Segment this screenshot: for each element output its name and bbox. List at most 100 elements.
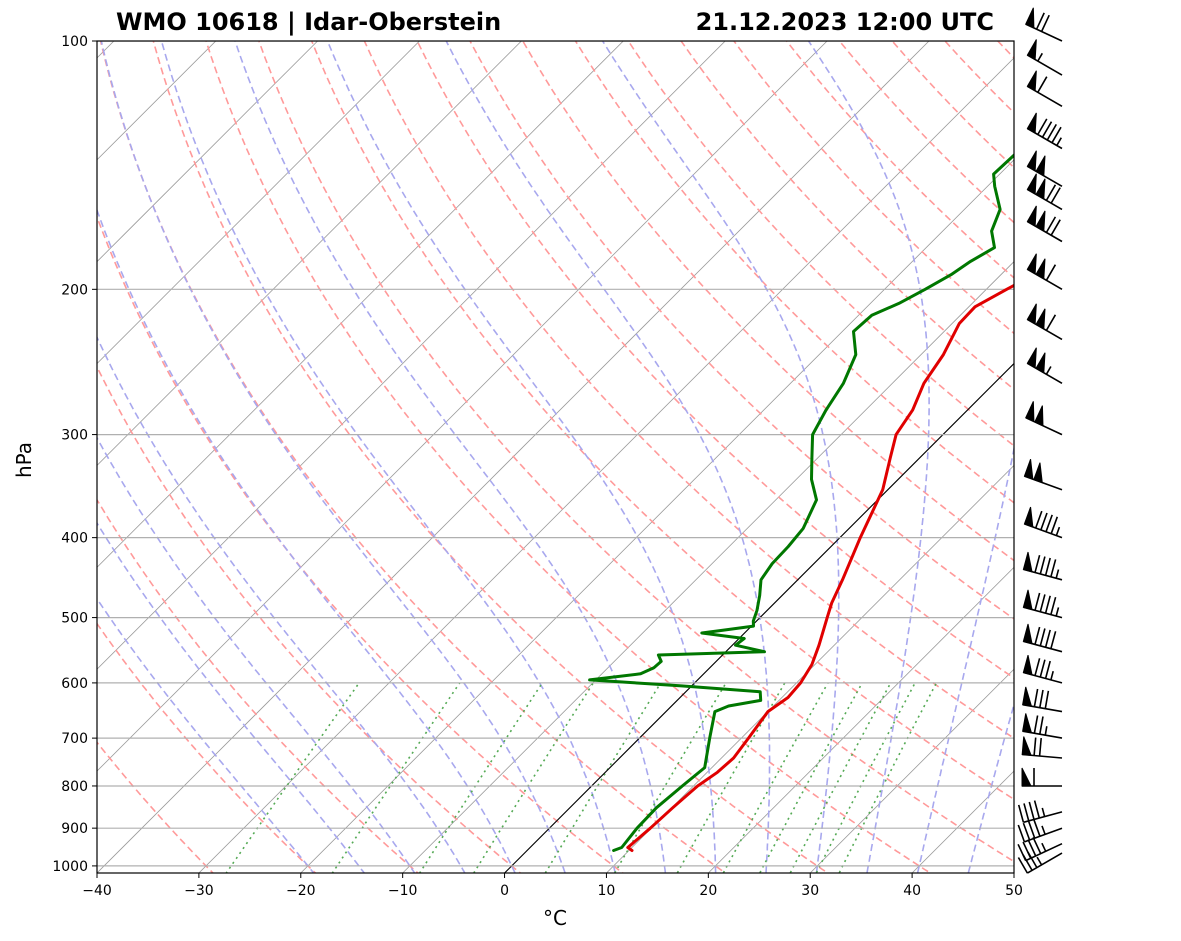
wind-barb-feather: [1027, 839, 1037, 857]
isotherm-line: [97, 41, 522, 467]
wind-barb-flag: [1035, 210, 1046, 232]
wind-barb-feather: [1045, 216, 1057, 233]
wind-barb-flag: [1026, 112, 1037, 134]
wind-barb-feather: [1040, 512, 1048, 531]
wind-barb-feather: [1050, 516, 1059, 534]
dry-adiabat-line: [97, 741, 215, 873]
wind-barb: [1021, 736, 1063, 759]
wind-barb: [1022, 589, 1063, 619]
wind-barb-feather: [1033, 737, 1037, 756]
moist-adiabat-line: [97, 521, 366, 873]
wind-barb-feather: [1046, 124, 1057, 141]
zero-degree-isotherm: [503, 362, 1014, 873]
wind-barb-feather: [1039, 628, 1046, 647]
wind-barb-half-feather: [1041, 842, 1047, 852]
wind-barb-feather: [1050, 631, 1057, 649]
wind-barb-feather: [1023, 803, 1030, 822]
y-tick-label: 800: [61, 779, 88, 795]
isotherm-line: [97, 41, 930, 873]
wind-barb-flag: [1022, 623, 1033, 645]
y-tick-label: 500: [61, 611, 88, 627]
mixing-ratio-line: [225, 682, 360, 873]
mixing-ratio-line: [613, 682, 727, 873]
moist-adiabat-line: [916, 444, 1014, 873]
wind-barb-flag: [1026, 253, 1037, 275]
y-tick-label: 600: [61, 676, 88, 692]
isotherm-line: [402, 261, 1014, 873]
y-tick-label: 300: [61, 428, 88, 444]
wind-barb-flag: [1035, 178, 1046, 200]
wind-barb-half-feather: [1037, 52, 1043, 62]
wind-barb-half-feather: [1045, 366, 1052, 375]
wind-barb-flag: [1025, 7, 1035, 29]
mixing-ratio-line: [815, 682, 916, 873]
wind-barb-flag: [1021, 736, 1032, 756]
wind-barb-feather: [1033, 715, 1039, 734]
mixing-ratio-line: [789, 682, 892, 873]
wind-barb: [1026, 150, 1063, 187]
x-tick-label: 10: [598, 883, 616, 899]
wind-barb-feather: [1035, 12, 1045, 30]
y-axis-label: hPa: [12, 442, 36, 478]
x-axis-label: °C: [543, 906, 567, 930]
wind-barb-feather: [1033, 819, 1041, 837]
wind-barb-flag: [1035, 155, 1046, 177]
wind-barb-feather: [1032, 836, 1042, 854]
wind-barb-staff: [1025, 842, 1063, 862]
wind-barb: [1022, 655, 1063, 684]
wind-barb: [1026, 205, 1063, 243]
wind-barb-feather: [1044, 629, 1051, 648]
wind-barb-feather: [1045, 264, 1057, 281]
y-tick-label: 400: [61, 531, 88, 547]
wind-barb-flag: [1022, 589, 1033, 611]
wind-barb-staff: [1023, 811, 1063, 824]
wind-barb-flag: [1021, 767, 1032, 787]
moist-adiabat-line: [97, 597, 315, 873]
wind-barb-feather: [1039, 716, 1044, 735]
wind-barb-feather: [1044, 660, 1051, 679]
wind-barb-feather: [1050, 219, 1061, 236]
mixing-ratio-line: [676, 682, 786, 873]
isotherm-line: [97, 41, 624, 568]
dry-adiabat-line: [416, 41, 1014, 680]
wind-barb-feather: [1022, 822, 1031, 841]
wind-barb-feather: [1038, 738, 1042, 757]
x-tick-label: 40: [903, 883, 921, 899]
moist-adiabat-line: [234, 41, 667, 873]
wind-barb-flag: [1026, 347, 1037, 369]
wind-barb-flag: [1022, 713, 1033, 734]
moist-adiabat-line: [97, 207, 516, 873]
wind-barb-feather: [1034, 626, 1041, 645]
wind-barb-feather: [1040, 14, 1050, 32]
moist-adiabat-line: [160, 41, 617, 873]
wind-barb: [1026, 70, 1063, 107]
isotherm-line: [198, 57, 1014, 873]
x-axis: −40 −30 −20 −10 0 10 20 30 40 50: [82, 873, 1023, 899]
wind-barb: [1022, 623, 1063, 653]
moist-adiabat-line: [97, 335, 466, 873]
y-tick-label: 700: [61, 731, 88, 747]
wind-barb-staff: [1026, 852, 1063, 874]
wind-barb: [1022, 551, 1063, 581]
wind-barb-feather: [1017, 843, 1027, 861]
wind-barb-feather: [1017, 857, 1029, 874]
profile-lines: [588, 153, 1014, 852]
wind-barb-flag: [1026, 39, 1037, 61]
dry-adiabat-line: [363, 41, 1014, 740]
moist-adiabat-line: [807, 41, 930, 873]
dry-adiabat-line: [97, 214, 625, 873]
wind-barb: [1026, 253, 1063, 290]
wind-barb-feather: [1028, 801, 1035, 820]
temperature-profile-line: [626, 283, 1014, 852]
wind-barb: [1017, 836, 1063, 862]
wind-barb-half-feather: [1055, 569, 1060, 579]
wind-barb-feather: [1017, 824, 1026, 843]
wind-barb-feather: [1034, 658, 1041, 676]
wind-barb: [1022, 713, 1063, 739]
wind-barb-half-feather: [1050, 670, 1054, 681]
wind-barb-feather: [1045, 184, 1057, 201]
x-tick-label: −20: [286, 883, 316, 899]
x-tick-label: −30: [184, 883, 214, 899]
dry-adiabat-line: [205, 41, 932, 873]
wind-barb-flag: [1035, 258, 1046, 280]
